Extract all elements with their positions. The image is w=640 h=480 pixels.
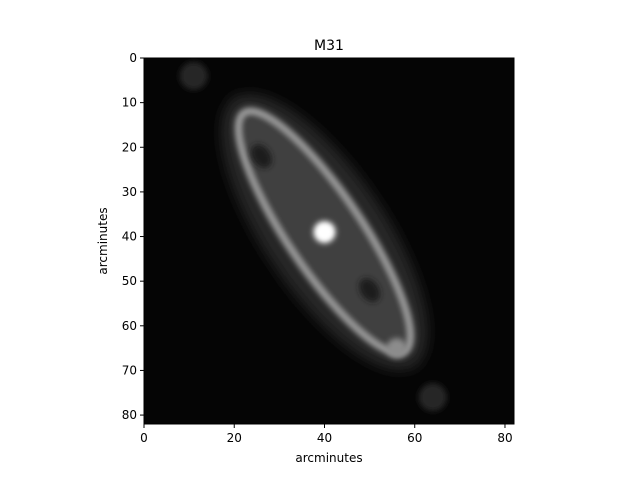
y-axis-label: arcminutes [96, 207, 110, 274]
y-tick-label: 20 [122, 140, 137, 154]
x-tick-label: 40 [317, 431, 332, 445]
x-tick-label: 0 [140, 431, 148, 445]
x-axis: 0 20 40 60 80 [140, 424, 513, 445]
y-tick-label: 40 [122, 230, 137, 244]
x-tick-label: 60 [407, 431, 422, 445]
dark-lane [250, 144, 272, 169]
y-tick-label: 70 [122, 363, 137, 377]
x-tick-label: 20 [227, 431, 242, 445]
y-tick-label: 60 [122, 319, 137, 333]
y-tick-label: 0 [129, 51, 137, 65]
faint-blob [418, 383, 447, 412]
chart-title: M31 [314, 38, 344, 54]
dark-lane [359, 278, 381, 303]
heatmap-image [144, 58, 514, 424]
faint-blob [179, 61, 208, 90]
y-axis: 0 10 20 30 40 50 60 70 80 [122, 51, 144, 422]
y-tick-label: 50 [122, 274, 137, 288]
plot-frame [143, 57, 515, 425]
y-tick-label: 30 [122, 185, 137, 199]
x-tick-label: 80 [497, 431, 512, 445]
bright-knot [386, 338, 407, 359]
nucleus-core [318, 226, 331, 239]
y-tick-label: 10 [122, 96, 137, 110]
x-axis-label: arcminutes [295, 451, 362, 465]
y-tick-label: 80 [122, 408, 137, 422]
